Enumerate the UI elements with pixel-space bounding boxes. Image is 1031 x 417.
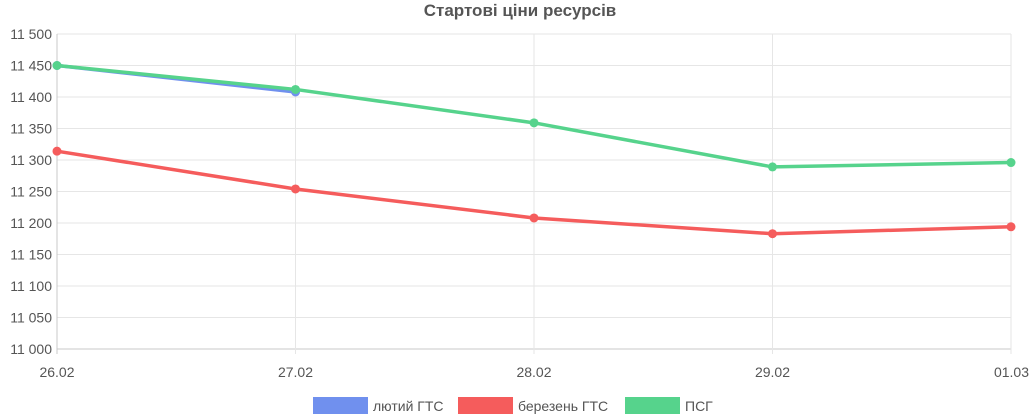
y-tick-label: 11 400 — [10, 89, 52, 105]
legend-swatch — [313, 397, 368, 414]
series — [52, 61, 1016, 172]
x-axis-ticks: 26.02 27.02 28.02 29.02 01.03 — [39, 364, 1029, 380]
y-tick-label: 11 150 — [10, 247, 52, 263]
data-point[interactable] — [1006, 222, 1016, 232]
x-tick-label: 29.02 — [755, 364, 790, 380]
x-tick-label: 28.02 — [516, 364, 551, 380]
legend-label: ПСГ — [685, 398, 713, 414]
legend[interactable]: лютий ГТС березень ГТС ПСГ — [313, 397, 713, 414]
data-point[interactable] — [52, 61, 62, 70]
data-point[interactable] — [529, 213, 539, 223]
y-tick-label: 11 250 — [10, 184, 52, 200]
data-point[interactable] — [291, 184, 300, 194]
y-tick-label: 11 300 — [10, 152, 52, 168]
y-tick-label: 11 200 — [10, 215, 52, 231]
data-point[interactable] — [768, 162, 777, 172]
data-point[interactable] — [529, 118, 539, 128]
legend-item[interactable]: ПСГ — [625, 397, 713, 414]
legend-swatch — [625, 397, 680, 414]
y-tick-label: 11 500 — [10, 26, 52, 42]
chart-title: Стартові ціни ресурсів — [424, 1, 617, 20]
data-point[interactable] — [52, 146, 62, 156]
x-tick-label: 26.02 — [39, 364, 74, 380]
y-tick-label: 11 100 — [10, 278, 52, 294]
data-point[interactable] — [291, 84, 300, 94]
data-point[interactable] — [1006, 158, 1016, 168]
series-lines — [52, 61, 1016, 239]
legend-label: березень ГТС — [518, 398, 608, 414]
legend-swatch — [458, 397, 513, 414]
x-tick-label: 27.02 — [278, 364, 313, 380]
legend-item[interactable]: березень ГТС — [458, 397, 608, 414]
legend-item[interactable]: лютий ГТС — [313, 397, 444, 414]
legend-label: лютий ГТС — [373, 398, 444, 414]
y-tick-label: 11 450 — [10, 58, 52, 74]
data-point[interactable] — [768, 229, 777, 239]
x-tick-label: 01.03 — [994, 364, 1029, 380]
y-tick-label: 11 050 — [10, 310, 52, 326]
y-tick-label: 11 350 — [10, 121, 52, 137]
grid — [56, 33, 1012, 354]
y-axis-ticks: 11 000 11 050 11 100 11 150 11 200 11 250 11 3… — [10, 26, 52, 357]
y-tick-label: 11 000 — [10, 341, 52, 357]
series — [52, 146, 1016, 239]
